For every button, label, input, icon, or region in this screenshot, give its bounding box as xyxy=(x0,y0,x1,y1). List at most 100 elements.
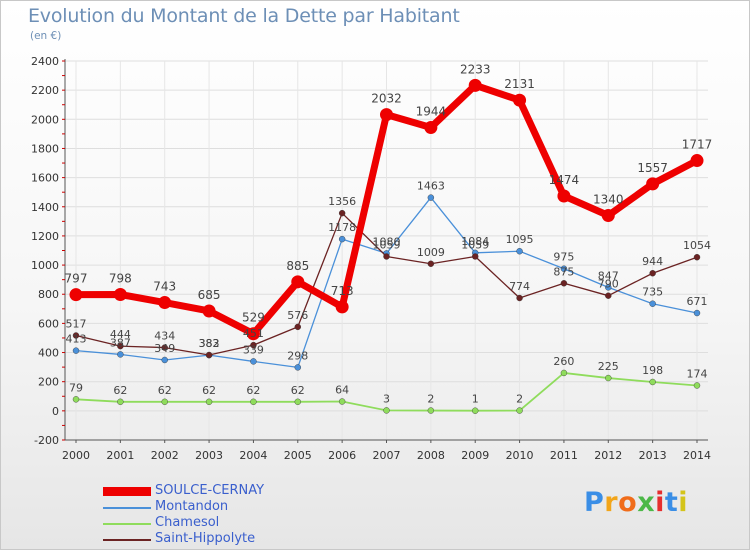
logo-letter: i xyxy=(655,487,665,518)
x-tick-label: 2011 xyxy=(550,449,578,462)
data-point xyxy=(117,398,124,406)
data-point xyxy=(693,309,701,317)
data-label: 62 xyxy=(113,384,127,397)
x-tick-label: 2014 xyxy=(683,449,711,462)
x-tick-label: 2007 xyxy=(373,449,401,462)
data-label: 339 xyxy=(243,343,264,356)
data-label: 62 xyxy=(202,384,216,397)
data-point xyxy=(335,300,349,314)
data-point xyxy=(427,260,435,267)
x-tick-label: 2002 xyxy=(151,449,179,462)
logo-letter: i xyxy=(678,487,689,518)
data-label: 62 xyxy=(246,384,260,397)
data-label: 2131 xyxy=(504,77,535,91)
y-tick-label: 2200 xyxy=(31,84,59,97)
data-label: 1463 xyxy=(417,180,445,193)
data-point xyxy=(605,374,612,382)
legend-swatch-soulce-cernay xyxy=(103,487,151,496)
data-point xyxy=(427,407,435,414)
logo-letter: r xyxy=(604,487,619,518)
x-tick-label: 2000 xyxy=(62,449,90,462)
legend-label: Saint-Hippolyte xyxy=(155,531,256,546)
data-label: 3 xyxy=(383,392,390,405)
logo-letter: x xyxy=(637,487,656,518)
data-point xyxy=(383,407,390,414)
data-point xyxy=(205,351,213,359)
y-tick-label: 600 xyxy=(38,317,59,330)
data-label: 1717 xyxy=(682,138,713,152)
data-label: 62 xyxy=(158,384,172,397)
data-point xyxy=(516,294,523,302)
data-label: 444 xyxy=(110,328,131,341)
data-label: 798 xyxy=(109,272,132,286)
data-point xyxy=(560,369,568,377)
logo-letter: P xyxy=(584,487,605,518)
data-label: 383 xyxy=(199,337,220,350)
data-point xyxy=(250,398,257,406)
data-point xyxy=(338,398,346,405)
data-label: 671 xyxy=(687,295,708,308)
data-point xyxy=(472,407,479,414)
legend-swatch-saint-hippolyte xyxy=(103,539,151,541)
y-tick-label: 2000 xyxy=(31,113,59,126)
legend-label: Chamesol xyxy=(155,515,220,530)
legend-label: Montandon xyxy=(155,499,229,514)
data-label: 62 xyxy=(291,384,305,397)
data-label: 1080 xyxy=(373,235,401,248)
legend-swatch-montandon xyxy=(103,507,151,509)
data-point xyxy=(72,396,80,403)
y-tick-label: -200 xyxy=(34,434,59,447)
chart-title: Evolution du Montant de la Dette par Hab… xyxy=(28,5,460,27)
data-point xyxy=(294,398,301,406)
data-label: 387 xyxy=(110,336,131,349)
data-label: 774 xyxy=(509,280,530,293)
data-point xyxy=(246,327,260,341)
data-point xyxy=(649,300,656,307)
data-label: 1095 xyxy=(506,233,534,246)
data-point xyxy=(690,154,704,168)
data-label: 885 xyxy=(286,259,309,273)
data-point xyxy=(693,382,701,389)
data-label: 944 xyxy=(642,255,663,268)
data-point xyxy=(113,288,127,302)
y-tick-label: 400 xyxy=(38,347,59,360)
x-tick-label: 2001 xyxy=(106,449,134,462)
data-point xyxy=(516,248,523,255)
data-label: 1178 xyxy=(328,221,356,234)
data-label: 298 xyxy=(287,349,308,362)
logo-letter: o xyxy=(618,487,638,518)
data-point xyxy=(294,323,301,331)
y-tick-label: 1800 xyxy=(31,142,59,155)
x-tick-label: 2006 xyxy=(328,449,356,462)
data-label: 517 xyxy=(66,317,87,330)
data-point xyxy=(161,398,168,406)
data-point xyxy=(69,288,83,302)
data-point xyxy=(205,398,213,406)
data-label: 79 xyxy=(69,381,83,394)
data-label: 1059 xyxy=(373,238,401,251)
data-label: 1084 xyxy=(461,235,489,248)
data-point xyxy=(605,292,612,299)
data-label: 413 xyxy=(66,333,87,346)
y-tick-label: 0 xyxy=(52,405,59,418)
data-label: 1557 xyxy=(637,161,668,175)
y-tick-label: 1600 xyxy=(31,172,59,185)
data-point xyxy=(338,235,346,243)
data-label: 743 xyxy=(153,280,176,294)
data-label: 349 xyxy=(154,342,175,355)
data-point xyxy=(291,275,305,289)
data-label: 529 xyxy=(242,311,265,325)
data-label: 1 xyxy=(472,393,479,406)
data-label: 1356 xyxy=(328,195,356,208)
data-label: 2233 xyxy=(460,62,491,76)
data-point xyxy=(649,270,656,277)
data-point xyxy=(646,177,660,191)
data-point xyxy=(72,347,80,354)
data-label: 451 xyxy=(243,327,264,340)
x-tick-label: 2012 xyxy=(594,449,622,462)
data-label: 174 xyxy=(687,367,708,380)
data-point xyxy=(649,378,656,386)
data-point xyxy=(250,358,257,365)
data-label: 1944 xyxy=(416,104,447,118)
